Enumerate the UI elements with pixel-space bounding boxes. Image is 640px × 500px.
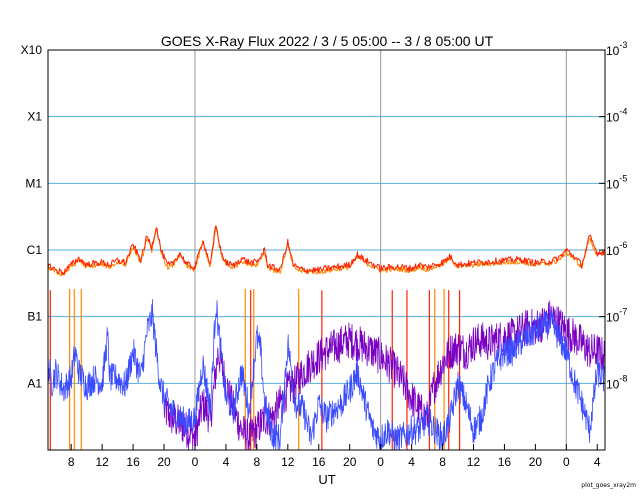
series-layer [47, 225, 606, 451]
y-right-tick-label-4: 10-5 [606, 173, 627, 191]
y-tick-label-m1: M1 [25, 176, 42, 190]
short-primary-series-line [47, 299, 606, 451]
x-tick-label-1: 8 [68, 455, 75, 469]
y-right-tick-label-6: 10-3 [606, 40, 627, 58]
x-tick-label-12: 4 [408, 455, 415, 469]
y-right-tick-label-1: 10-8 [606, 373, 627, 391]
x-tick-label-11: 0 [377, 455, 384, 469]
y-right-tick-label-5: 10-4 [606, 107, 627, 125]
x-tick-label-3: 16 [126, 455, 140, 469]
x-tick-label-16: 20 [529, 455, 543, 469]
y-right-tick-label-3: 10-6 [606, 240, 627, 258]
x-tick-label-7: 8 [254, 455, 261, 469]
chart-title: GOES X-Ray Flux 2022 / 3 / 5 05:00 -- 3 … [161, 33, 494, 49]
x-tick-label-4: 20 [157, 455, 171, 469]
y-tick-label-x1: X1 [27, 110, 42, 124]
y-tick-label-b1: B1 [27, 310, 42, 324]
x-axis-label: UT [318, 472, 335, 487]
plot-credit: plot_goes_xray2m [581, 482, 636, 489]
x-tick-label-14: 12 [467, 455, 481, 469]
x-tick-label-13: 8 [439, 455, 446, 469]
x-tick-label-17: 0 [563, 455, 570, 469]
x-tick-label-8: 12 [281, 455, 295, 469]
y-tick-label-c1: C1 [27, 243, 43, 257]
x-tick-label-18: 4 [594, 455, 601, 469]
x-tick-label-2: 12 [95, 455, 109, 469]
x-tick-label-9: 16 [312, 455, 326, 469]
long-primary-series-line [47, 225, 606, 276]
y-right-tick-label-2: 10-7 [606, 307, 627, 325]
x-tick-label-10: 20 [343, 455, 357, 469]
y-tick-label-a1: A1 [27, 376, 42, 390]
x-tick-label-5: 0 [192, 455, 199, 469]
x-tick-label-15: 16 [498, 455, 512, 469]
x-tick-label-6: 4 [223, 455, 230, 469]
y-tick-label-x10: X10 [21, 43, 43, 57]
